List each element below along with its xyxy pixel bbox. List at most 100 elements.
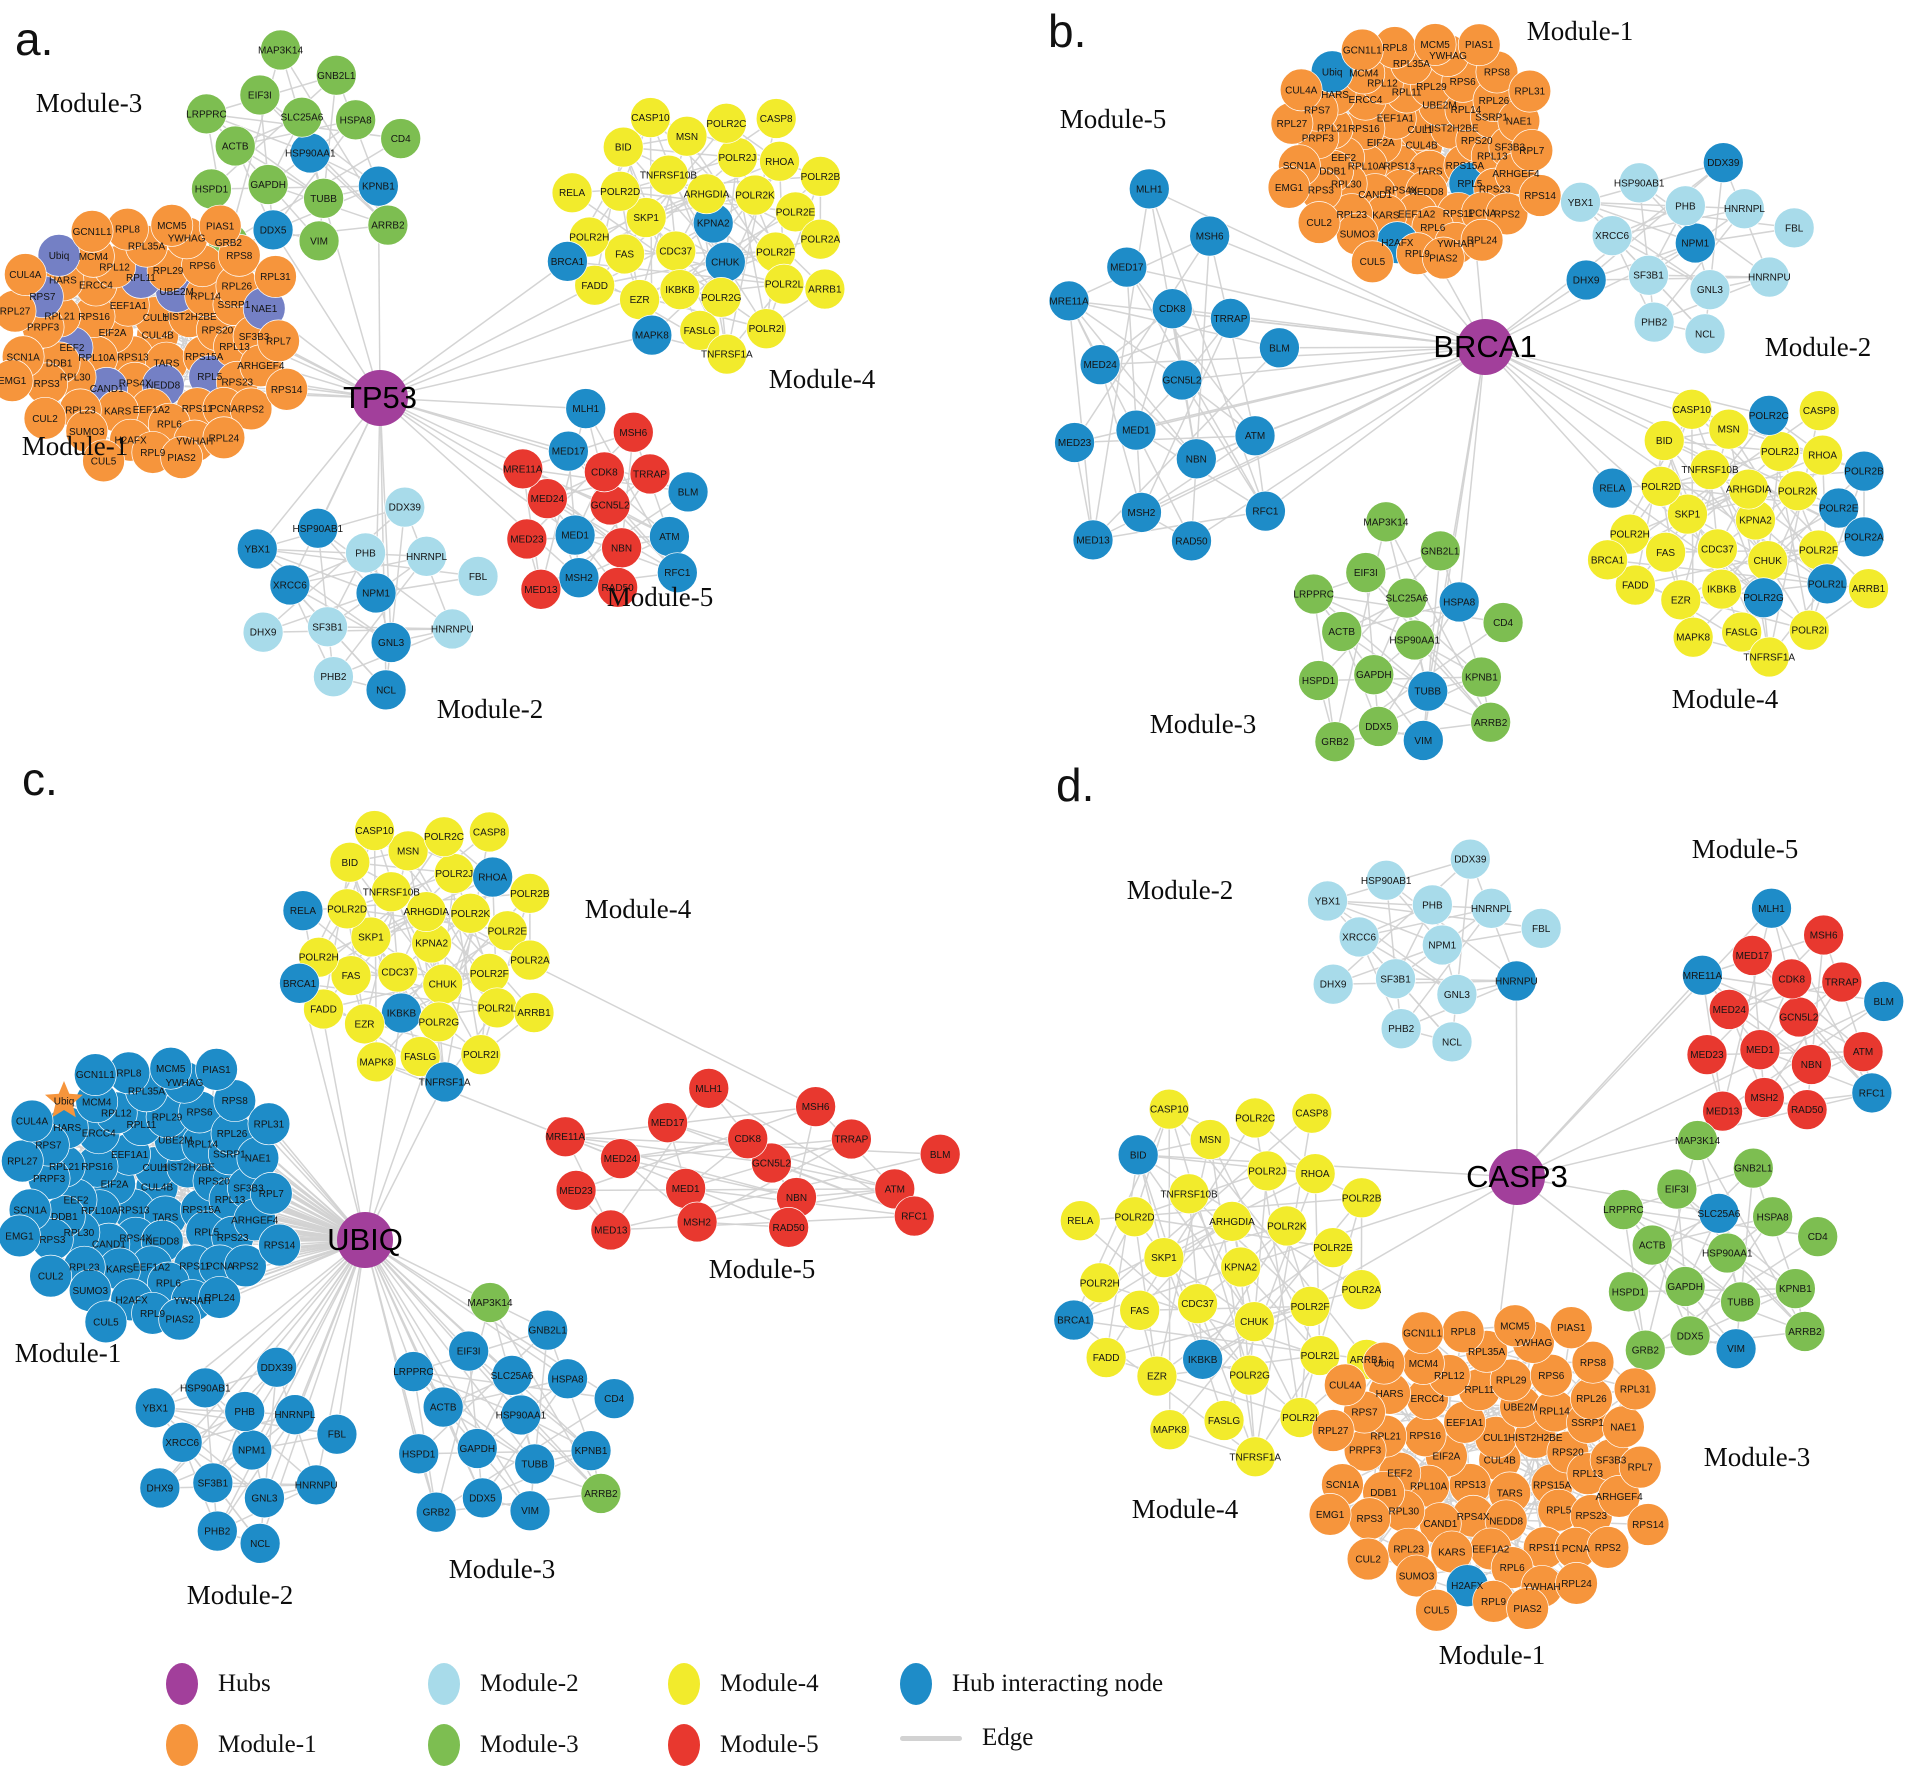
node-ARRB1[interactable] (1848, 568, 1889, 610)
node-HSP90AB1[interactable] (184, 1367, 226, 1409)
node-MSH2[interactable] (1743, 1077, 1785, 1118)
node-ACTB[interactable] (214, 125, 256, 167)
node-GAPDH[interactable] (1664, 1266, 1706, 1307)
node-POLR2L[interactable] (1806, 563, 1848, 605)
node-GCN1L1[interactable] (73, 1053, 117, 1096)
node-FADD[interactable] (574, 264, 616, 306)
node-POLR2B[interactable] (1843, 450, 1885, 492)
node-FASLG[interactable] (1203, 1400, 1245, 1441)
node-RAD50[interactable] (597, 567, 638, 608)
node-YBX1[interactable] (1560, 181, 1601, 223)
node-SKP1[interactable] (1143, 1237, 1185, 1279)
node-EIF3I[interactable] (1345, 552, 1387, 593)
node-RFC1[interactable] (1851, 1072, 1893, 1114)
node-LRPPRC[interactable] (1293, 573, 1335, 615)
node-MSN[interactable] (387, 830, 429, 872)
node-DDX5[interactable] (462, 1477, 503, 1519)
node-GRB2[interactable] (1314, 721, 1356, 763)
node-HSP90AA1[interactable] (1394, 619, 1436, 661)
node-GAPDH[interactable] (247, 164, 289, 205)
node-RAD50[interactable] (1786, 1089, 1828, 1130)
node-SLC25A6[interactable] (281, 96, 323, 138)
node-DDX5[interactable] (1358, 706, 1399, 747)
node-POLR2G[interactable] (1229, 1354, 1271, 1396)
node-LRPPRC[interactable] (393, 1351, 434, 1392)
node-CDC37[interactable] (1177, 1283, 1218, 1325)
node-HNRNPL[interactable] (1471, 887, 1512, 929)
node-POLR2I[interactable] (746, 308, 787, 350)
node-FBL[interactable] (457, 556, 499, 597)
node-PIAS2[interactable] (158, 1297, 201, 1341)
node-MSN[interactable] (1708, 408, 1750, 450)
node-PIAS2[interactable] (160, 436, 203, 479)
node-MAPK8[interactable] (356, 1041, 397, 1083)
node-NPM1[interactable] (355, 572, 397, 614)
node-ACTB[interactable] (1321, 611, 1363, 652)
node-Ubiq[interactable] (45, 1081, 83, 1118)
node-PIAS1[interactable] (198, 204, 242, 248)
node-POLR2K[interactable] (734, 174, 776, 216)
node-PIAS1[interactable] (1549, 1306, 1593, 1350)
node-FASLG[interactable] (679, 310, 721, 351)
node-RPL7[interactable] (257, 319, 300, 363)
node-CUL4A[interactable] (1323, 1363, 1367, 1407)
node-BLM[interactable] (919, 1133, 961, 1175)
node-EZR[interactable] (1136, 1355, 1178, 1397)
node-GCN1L1[interactable] (70, 210, 114, 253)
node-POLR2B[interactable] (1341, 1177, 1383, 1219)
node-MED24[interactable] (1708, 989, 1750, 1030)
node-HSP90AA1[interactable] (1706, 1232, 1748, 1274)
node-SF3B1[interactable] (307, 606, 348, 648)
node-POLR2J[interactable] (1246, 1150, 1288, 1192)
node-CDC37[interactable] (1697, 528, 1738, 570)
node-SF3B1[interactable] (192, 1462, 234, 1504)
node-FBL[interactable] (316, 1413, 358, 1455)
node-KPNB1[interactable] (358, 165, 399, 207)
node-POLR2K[interactable] (1777, 470, 1819, 512)
node-MED24[interactable] (1079, 344, 1121, 385)
node-GNL3[interactable] (244, 1477, 285, 1519)
node-KPNA2[interactable] (1220, 1246, 1262, 1288)
node-HSPD1[interactable] (1298, 660, 1339, 701)
node-GNL3[interactable] (1689, 269, 1731, 311)
node-CASP10[interactable] (1148, 1088, 1190, 1130)
node-CUL5[interactable] (84, 1300, 128, 1344)
node-MAP3K14[interactable] (1365, 501, 1407, 543)
node-POLR2G[interactable] (700, 277, 742, 318)
node-TRRAP[interactable] (831, 1118, 872, 1160)
node-DHX9[interactable] (242, 611, 284, 653)
node-MSH2[interactable] (558, 557, 600, 599)
node-EMG1[interactable] (0, 1214, 41, 1258)
node-HNRNPL[interactable] (406, 535, 447, 577)
node-GCN1L1[interactable] (1340, 28, 1384, 72)
node-RHOA[interactable] (1802, 434, 1843, 476)
hub-BRCA1[interactable] (1457, 319, 1513, 375)
node-CUL2[interactable] (23, 396, 67, 440)
node-POLR2C[interactable] (423, 816, 465, 858)
node-IKBKB[interactable] (659, 269, 701, 310)
node-FADD[interactable] (1085, 1337, 1127, 1378)
node-GCN1L1[interactable] (1401, 1311, 1444, 1355)
node-RFC1[interactable] (1245, 490, 1286, 532)
node-EMG1[interactable] (0, 359, 34, 402)
node-POLR2B[interactable] (509, 873, 551, 914)
hub-CASP3[interactable] (1489, 1149, 1545, 1205)
node-EZR[interactable] (344, 1003, 385, 1045)
node-MAPK8[interactable] (631, 314, 673, 356)
node-NPM1[interactable] (1421, 924, 1463, 966)
node-CD4[interactable] (1797, 1216, 1839, 1258)
node-BRCA1[interactable] (279, 962, 320, 1004)
node-HSPA8[interactable] (335, 99, 376, 141)
node-SF3B1[interactable] (1375, 958, 1416, 1000)
node-BLM[interactable] (1259, 327, 1300, 369)
node-HSPA8[interactable] (1752, 1196, 1793, 1238)
node-TUBB[interactable] (1720, 1281, 1761, 1323)
node-MAP3K14[interactable] (469, 1282, 511, 1323)
node-MLH1[interactable] (1128, 168, 1170, 210)
node-ARRB2[interactable] (1470, 701, 1511, 743)
node-CUL5[interactable] (82, 439, 125, 483)
node-MED23[interactable] (1686, 1034, 1728, 1076)
node-GAPDH[interactable] (1353, 654, 1395, 696)
node-MCM5[interactable] (150, 204, 194, 247)
node-MLH1[interactable] (565, 388, 607, 429)
